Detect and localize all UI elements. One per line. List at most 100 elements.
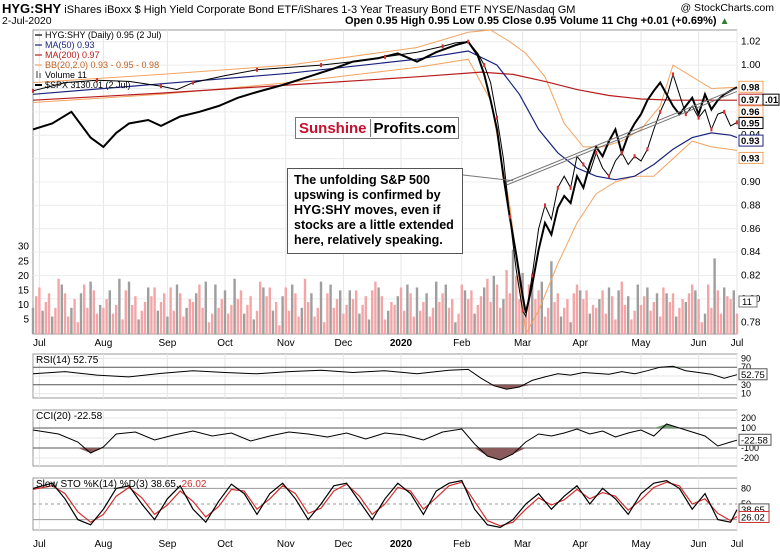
- volume-bar: [511, 249, 515, 334]
- volume-bar: [124, 290, 127, 334]
- volume-bar: [412, 316, 415, 334]
- price-candle: [556, 185, 559, 190]
- volume-bar: [390, 302, 393, 334]
- volume-bar: [729, 299, 732, 334]
- volume-bar: [383, 319, 387, 334]
- volume-bar: [41, 310, 44, 334]
- volume-bar: [198, 284, 201, 334]
- volume-bar: [476, 304, 479, 334]
- volume-bar: [166, 316, 169, 334]
- price-label-text: 0.96: [741, 107, 760, 118]
- price-candle: [659, 109, 662, 114]
- volume-tick-label: 30: [18, 242, 30, 253]
- volume-bar: [73, 299, 76, 334]
- volume-bar: [111, 313, 115, 334]
- volume-bar: [63, 293, 67, 334]
- volume-bar: [191, 302, 195, 334]
- legend-entry: BB(20,2.0) 0.93 - 0.95 - 0.98: [45, 60, 159, 70]
- cci-title: CCI(20) -22.58: [36, 411, 103, 422]
- y-tick-label: 0.82: [741, 271, 761, 282]
- volume-bar: [89, 281, 92, 334]
- volume-bar: [463, 290, 467, 334]
- volume-bar: [700, 322, 703, 334]
- price-candle: [496, 115, 498, 120]
- volume-bar: [303, 278, 307, 334]
- volume-bar: [316, 307, 319, 334]
- volume-bar: [409, 293, 412, 334]
- volume-bar: [380, 296, 383, 334]
- volume-bar: [214, 284, 217, 334]
- volume-bar: [697, 299, 700, 334]
- y-tick-label: 1.00: [741, 60, 761, 71]
- volume-bar: [211, 313, 214, 334]
- price-candle: [192, 80, 194, 85]
- volume-bar: [627, 296, 630, 334]
- price-label-text: 0.95: [741, 119, 760, 130]
- trendline-b: [506, 90, 738, 186]
- volume-bar: [70, 307, 73, 334]
- volume-bar: [169, 287, 172, 334]
- volume-bar: [707, 284, 710, 334]
- volume-bar: [374, 281, 377, 334]
- volume-bar: [326, 293, 329, 334]
- volume-bar: [361, 304, 364, 334]
- change-up-arrow: ▲: [719, 16, 730, 27]
- volume-bar: [691, 284, 694, 334]
- cci-tick-label: -100: [741, 443, 759, 453]
- y-tick-label: 0.78: [741, 317, 761, 328]
- x-tick-label-main: Mar: [514, 338, 532, 349]
- volume-bar: [262, 287, 265, 334]
- volume-bar: [108, 290, 111, 334]
- rsi-last-label: 52.75: [741, 370, 765, 381]
- volume-bar: [489, 302, 492, 334]
- volume-bar: [223, 290, 227, 334]
- volume-bar: [175, 284, 179, 334]
- volume-bar: [633, 310, 636, 334]
- x-tick-label-main: Feb: [453, 338, 471, 349]
- volume-bar: [486, 278, 489, 334]
- x-tick-label-bottom: Mar: [514, 539, 532, 550]
- price-candle: [736, 120, 738, 125]
- sto-d-line: [32, 481, 738, 527]
- volume-bar: [652, 302, 655, 334]
- volume-bar: [419, 310, 422, 334]
- volume-tick-label: 20: [18, 271, 30, 282]
- volume-bar: [172, 310, 175, 334]
- price-label-text: 0.98: [741, 82, 760, 93]
- volume-bar: [611, 296, 614, 334]
- volume-bar: [265, 296, 268, 334]
- volume-bar: [246, 304, 249, 334]
- volume-bar: [563, 307, 566, 334]
- legend-entry: MA(50) 0.93: [45, 40, 95, 50]
- volume-bar: [38, 287, 41, 334]
- volume-bar: [60, 284, 63, 334]
- volume-bar: [163, 293, 166, 334]
- volume-bar: [470, 290, 473, 334]
- volume-bar: [118, 278, 121, 334]
- volume-bar: [348, 290, 351, 334]
- ma50-line: [32, 50, 738, 181]
- volume-bar: [569, 322, 572, 334]
- rsi-tick-label: 30: [741, 380, 751, 390]
- price-candle: [483, 63, 486, 68]
- volume-bar: [479, 296, 483, 334]
- volume-bar: [281, 296, 284, 334]
- volume-bar: [636, 284, 639, 334]
- volume-bar: [483, 287, 486, 334]
- ma200-line: [32, 71, 737, 101]
- x-tick-label-bottom: Jun: [691, 539, 707, 550]
- volume-bar: [527, 284, 531, 334]
- volume-bar: [51, 316, 54, 334]
- watermark-part2: Profits.com: [373, 119, 457, 137]
- volume-bar: [403, 310, 406, 334]
- volume-bar: [505, 270, 508, 334]
- sto-k-label: 38.65: [741, 505, 765, 516]
- ticker-description: iShares iBoxx $ High Yield Corporate Bon…: [64, 4, 576, 16]
- price-candle: [467, 39, 470, 44]
- cci-tick-label: 100: [741, 423, 756, 433]
- price-candle: [672, 72, 674, 77]
- volume-bar: [332, 307, 335, 334]
- volume-bar: [643, 296, 646, 334]
- cci-line: [32, 423, 738, 461]
- volume-bar: [508, 293, 511, 334]
